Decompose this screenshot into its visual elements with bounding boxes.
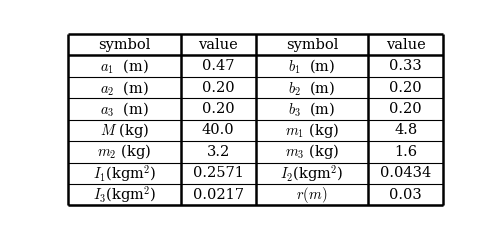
Text: $b_1\ $ (m): $b_1\ $ (m) xyxy=(288,57,336,75)
Text: 0.2571: 0.2571 xyxy=(193,166,244,180)
Text: $m_1$ (kg): $m_1$ (kg) xyxy=(285,121,339,140)
Text: value: value xyxy=(386,38,426,52)
Text: 1.6: 1.6 xyxy=(394,145,417,159)
Text: 4.8: 4.8 xyxy=(394,123,417,137)
Text: 0.0217: 0.0217 xyxy=(193,188,244,202)
Text: $I_1$(kgm$^2$): $I_1$(kgm$^2$) xyxy=(93,163,156,184)
Text: 0.20: 0.20 xyxy=(390,81,422,95)
Text: 0.33: 0.33 xyxy=(389,59,422,73)
Text: 40.0: 40.0 xyxy=(202,123,235,137)
Text: symbol: symbol xyxy=(286,38,338,52)
Text: $r(m)$: $r(m)$ xyxy=(296,185,328,205)
Text: $I_3$(kgm$^2$): $I_3$(kgm$^2$) xyxy=(93,184,156,205)
Text: $a_3\ $ (m): $a_3\ $ (m) xyxy=(100,100,149,118)
Text: $m_2$ (kg): $m_2$ (kg) xyxy=(97,142,152,161)
Text: 0.03: 0.03 xyxy=(389,188,422,202)
Text: $a_2\ $ (m): $a_2\ $ (m) xyxy=(100,78,149,96)
Text: $b_2\ $ (m): $b_2\ $ (m) xyxy=(288,78,336,96)
Text: 0.20: 0.20 xyxy=(202,102,235,116)
Text: 0.0434: 0.0434 xyxy=(380,166,432,180)
Text: value: value xyxy=(198,38,238,52)
Text: $M$ (kg): $M$ (kg) xyxy=(100,121,149,140)
Text: 0.20: 0.20 xyxy=(202,81,235,95)
Text: $b_3\ $ (m): $b_3\ $ (m) xyxy=(288,100,336,118)
Text: 3.2: 3.2 xyxy=(207,145,230,159)
Text: 0.20: 0.20 xyxy=(390,102,422,116)
Text: $I_2$(kgm$^2$): $I_2$(kgm$^2$) xyxy=(280,163,344,184)
Text: $m_3$ (kg): $m_3$ (kg) xyxy=(285,142,339,161)
Text: $a_1\ $ (m): $a_1\ $ (m) xyxy=(100,57,149,75)
Text: 0.47: 0.47 xyxy=(202,59,235,73)
Text: symbol: symbol xyxy=(98,38,151,52)
